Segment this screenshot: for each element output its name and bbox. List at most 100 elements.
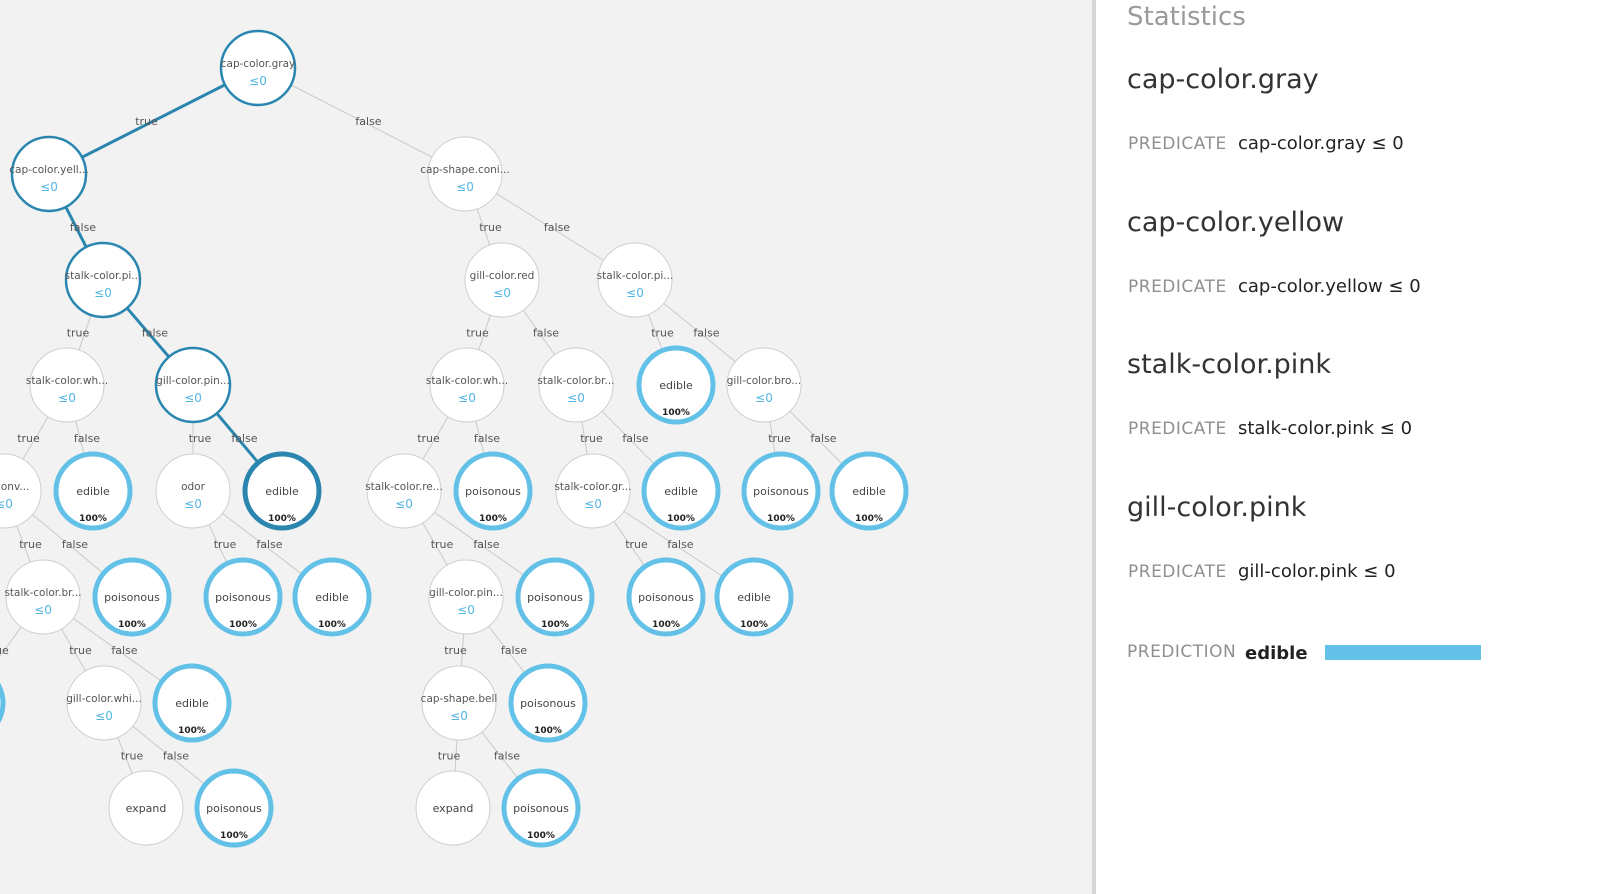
tree-leaf-node[interactable]: poisonous 100% [508, 663, 588, 743]
node-threshold: ≤0 [58, 391, 76, 405]
node-circle [555, 453, 631, 529]
node-circle [10, 135, 88, 213]
tree-leaf-node[interactable]: edible 100% [242, 451, 322, 531]
tree-leaf-node[interactable]: poisonous 100% [194, 768, 274, 848]
edge-label: false [256, 538, 282, 551]
node-circle [421, 665, 497, 741]
tree-leaf-node[interactable]: poisonous 100% [203, 557, 283, 637]
edge-label: false [501, 644, 527, 657]
node-circle [501, 768, 581, 848]
tree-expand-node[interactable]: expand [108, 770, 184, 846]
node-circle [155, 453, 231, 529]
edge-label: false [142, 327, 168, 340]
node-threshold: ≤0 [450, 709, 468, 723]
tree-leaf-node[interactable] [0, 666, 6, 740]
tree-split-node[interactable]: gill-color.pin... ≤0 [428, 559, 504, 635]
node-circle [154, 346, 232, 424]
tree-split-node[interactable]: stalk-color.wh... ≤0 [426, 347, 508, 423]
decision-tree-view[interactable]: true false false true false true false true fals… [0, 0, 1092, 894]
leaf-class-label: poisonous [753, 485, 809, 498]
tree-split-node[interactable]: stalk-color.wh... ≤0 [26, 347, 108, 423]
node-circle [64, 241, 142, 319]
predicate-value: stalk-color.pink ≤ 0 [1238, 418, 1413, 439]
edge-label: true [67, 327, 90, 340]
node-threshold: ≤0 [395, 497, 413, 511]
node-label: stalk-color.wh... [26, 375, 108, 387]
tree-leaf-node[interactable]: edible 100% [292, 557, 372, 637]
tree-leaf-node[interactable]: edible 100% [714, 557, 794, 637]
tree-split-node[interactable]: cap-color.gray ≤0 [219, 29, 297, 107]
node-circle [429, 347, 505, 423]
node-circle [108, 770, 184, 846]
node-label: stalk-color.re... [365, 481, 443, 493]
edge-label: false [70, 221, 96, 234]
edge-label: false [667, 538, 693, 551]
tree-leaf-node[interactable]: poisonous 100% [515, 557, 595, 637]
tree-leaf-node[interactable]: poisonous 100% [92, 557, 172, 637]
node-circle [152, 663, 232, 743]
tree-leaf-node[interactable]: edible 100% [152, 663, 232, 743]
tree-leaf-node[interactable]: poisonous 100% [626, 557, 706, 637]
leaf-confidence: 100% [229, 620, 257, 630]
tree-split-node[interactable]: gill-color.pin... ≤0 [154, 346, 232, 424]
edge-label: false [231, 432, 257, 445]
node-circle [829, 451, 909, 531]
node-threshold: ≤0 [0, 497, 13, 511]
edge-label: false [494, 750, 520, 763]
tree-split-node[interactable]: cap-shape.coni... ≤0 [420, 136, 510, 212]
node-threshold: ≤0 [456, 180, 474, 194]
decision-tree-canvas: true false false true false true false true fals… [0, 29, 909, 848]
leaf-confidence: 100% [740, 620, 768, 630]
leaf-confidence: 100% [767, 514, 795, 524]
node-label: odor [181, 481, 206, 493]
path-node-title: stalk-color.pink [1127, 349, 1332, 380]
node-circle [636, 345, 716, 425]
predicate-label: PREDICATE [1128, 134, 1227, 154]
prediction-confidence-fill [1325, 645, 1481, 660]
leaf-class-label: poisonous [465, 485, 521, 498]
node-circle [92, 557, 172, 637]
node-threshold: ≤0 [458, 391, 476, 405]
node-threshold: ≤0 [567, 391, 585, 405]
tree-leaf-node[interactable]: poisonous 100% [453, 451, 533, 531]
leaf-class-label: edible [76, 485, 110, 498]
tree-split-node[interactable]: gill-color.whi... ≤0 [66, 665, 142, 741]
predicate-label: PREDICATE [1128, 562, 1227, 582]
tree-edges: true false false true false true false true fals… [0, 66, 870, 809]
leaf-class-label: edible [315, 591, 349, 604]
tree-split-node[interactable]: cap-shape.bell ≤0 [421, 665, 498, 741]
node-threshold: ≤0 [249, 74, 267, 88]
edge-label: true [444, 644, 467, 657]
tree-split-node[interactable]: stalk-color.br... ≤0 [537, 347, 615, 423]
tree-split-node[interactable]: stalk-color.gr... ≤0 [554, 453, 632, 529]
node-circle [5, 559, 81, 635]
node-threshold: ≤0 [626, 286, 644, 300]
tree-split-node[interactable]: odor ≤0 [155, 453, 231, 529]
tree-leaf-node[interactable]: edible 100% [636, 345, 716, 425]
tree-split-node[interactable]: cap-color.yell... ≤0 [9, 135, 89, 213]
tree-split-node[interactable]: stalk-color.re... ≤0 [365, 453, 443, 529]
leaf-confidence: 100% [534, 726, 562, 736]
edge-label: false [163, 750, 189, 763]
node-circle [464, 242, 540, 318]
tree-expand-node[interactable]: expand [415, 770, 491, 846]
tree-leaf-node[interactable]: poisonous 100% [501, 768, 581, 848]
prediction-label: PREDICTION [1127, 642, 1237, 662]
tree-split-node[interactable]: stalk-color.br... ≤0 [4, 559, 82, 635]
leaf-confidence: 100% [178, 726, 206, 736]
node-label: cap-color.gray [221, 58, 296, 70]
leaf-confidence: 100% [268, 514, 296, 524]
tree-split-node[interactable]: gill-color.red ≤0 [464, 242, 540, 318]
tree-split-node[interactable]: pe.conv... ≤0 [0, 453, 42, 529]
node-threshold: ≤0 [95, 709, 113, 723]
tree-split-node[interactable]: stalk-color.pi... ≤0 [64, 241, 142, 319]
tree-leaf-node[interactable]: edible 100% [829, 451, 909, 531]
tree-leaf-node[interactable]: poisonous 100% [741, 451, 821, 531]
panel-divider[interactable] [1092, 0, 1096, 894]
tree-split-node[interactable]: gill-color.bro... ≤0 [726, 347, 802, 423]
tree-split-node[interactable]: stalk-color.pi... ≤0 [597, 242, 674, 318]
tree-leaf-node[interactable]: edible 100% [641, 451, 721, 531]
node-threshold: ≤0 [94, 286, 112, 300]
tree-leaf-node[interactable]: edible 100% [53, 451, 133, 531]
edge-label: false [544, 221, 570, 234]
